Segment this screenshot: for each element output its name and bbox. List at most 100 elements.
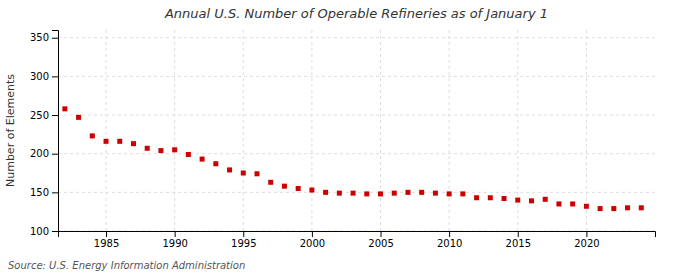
x-tick-mark: [312, 231, 313, 237]
x-tick-mark: [518, 231, 519, 237]
y-tick-label: 200: [30, 148, 49, 159]
point: [570, 201, 575, 206]
y-tick: 100: [30, 226, 58, 237]
point: [227, 167, 232, 172]
source: Source: U.S. Energy Information Administ…: [8, 260, 245, 271]
x-grid-line: [586, 30, 587, 231]
chart: 1985 1990 1995 2000 2005 2010 2015 2020 100 150 20…: [0, 0, 675, 275]
x-tick: 1985: [94, 231, 119, 249]
x-tick-mark: [243, 231, 244, 237]
x-tick-label: 1995: [231, 238, 256, 249]
y-tick: 250: [30, 110, 58, 121]
x-tick-label: 2015: [506, 238, 531, 249]
point: [447, 191, 452, 196]
x-axis-line: [59, 232, 656, 238]
x-grid-line: [311, 30, 312, 231]
point: [337, 191, 342, 196]
point: [186, 152, 191, 157]
y-grid-line: [58, 76, 655, 77]
point: [296, 186, 301, 191]
x-tick-label: 2020: [574, 238, 599, 249]
x-tick: 2005: [368, 231, 393, 249]
y-tick-label: 350: [30, 32, 49, 43]
point: [474, 195, 479, 200]
point: [200, 157, 205, 162]
point: [268, 180, 273, 185]
point: [598, 206, 603, 211]
y-grid-line: [58, 153, 655, 154]
x-tick: 2015: [506, 231, 531, 249]
y-grid-line: [58, 37, 655, 38]
x-tick: 2000: [300, 231, 325, 249]
y-tick-label: 250: [30, 110, 49, 121]
x-tick-label: 2005: [368, 238, 393, 249]
point: [145, 146, 150, 151]
x-tick-mark: [449, 231, 450, 237]
point: [488, 195, 493, 200]
points: [62, 106, 643, 211]
x-tick-mark: [106, 231, 107, 237]
y-tick-mark: [52, 154, 58, 155]
point: [241, 171, 246, 176]
y-tick-mark: [52, 192, 58, 193]
y-axis-label: Number of Elements: [4, 74, 17, 187]
y-tick-mark: [52, 38, 58, 39]
point: [433, 191, 438, 196]
y-tick-mark: [52, 76, 58, 77]
point: [76, 115, 81, 120]
point: [515, 198, 520, 203]
x-tick-label: 1990: [162, 238, 187, 249]
y-tick: 150: [30, 187, 58, 198]
y-tick-label: 300: [30, 71, 49, 82]
point: [90, 133, 95, 138]
y-tick: 350: [30, 32, 58, 43]
x-tick: 1995: [231, 231, 256, 249]
x-tick: 2020: [574, 231, 599, 249]
x-tick-mark: [586, 231, 587, 237]
x-tick: 1990: [162, 231, 187, 249]
y-tick: 300: [30, 71, 58, 82]
plot-area: 1985 1990 1995 2000 2005 2010 2015 2020 100 150 20…: [30, 30, 656, 249]
grid: [58, 30, 655, 231]
point: [378, 191, 383, 196]
y-grid-line: [58, 192, 655, 193]
x-tick-mark: [175, 231, 176, 237]
x-tick-label: 2000: [300, 238, 325, 249]
point: [158, 148, 163, 153]
x-grid-line: [174, 30, 175, 231]
y-axis-line: [52, 31, 59, 232]
x-tick: 2010: [437, 231, 462, 249]
point: [172, 147, 177, 152]
point: [419, 190, 424, 195]
y-tick: 200: [30, 148, 58, 159]
x-tick-label: 1985: [94, 238, 119, 249]
point: [255, 171, 260, 176]
point: [351, 191, 356, 196]
x-grid-line: [380, 30, 381, 231]
point: [611, 206, 616, 211]
point: [282, 184, 287, 189]
y-grid-line: [58, 115, 655, 116]
point: [213, 161, 218, 166]
x-grid-line: [449, 30, 450, 231]
x-tick-mark: [381, 231, 382, 237]
point: [529, 198, 534, 203]
x-grid-line: [243, 30, 244, 231]
point: [543, 197, 548, 202]
point: [309, 188, 314, 193]
title: Annual U.S. Number of Operable Refinerie…: [164, 6, 548, 21]
point: [625, 205, 630, 210]
point: [556, 201, 561, 206]
point: [131, 141, 136, 146]
point: [639, 205, 644, 210]
point: [502, 196, 507, 201]
y-tick-mark: [52, 115, 58, 116]
point: [104, 139, 109, 144]
y-tick-label: 150: [30, 187, 49, 198]
x-tick-label: 2010: [437, 238, 462, 249]
point: [62, 106, 67, 111]
point: [364, 191, 369, 196]
point: [460, 191, 465, 196]
point: [323, 190, 328, 195]
x-grid-line: [106, 30, 107, 231]
